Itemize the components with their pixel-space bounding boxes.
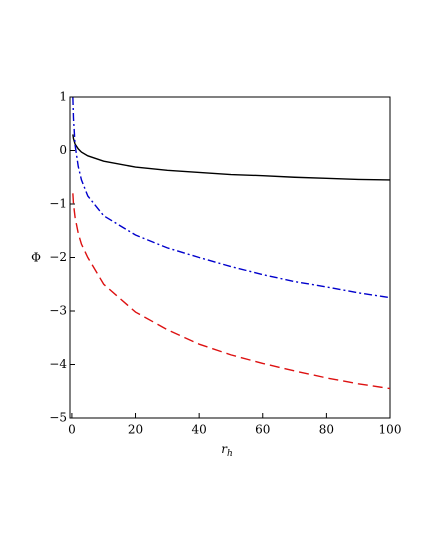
series-line [72, 97, 390, 299]
plot-frame [69, 96, 391, 419]
series-line [72, 193, 390, 390]
x-label-sub: h [227, 449, 233, 459]
series-line [72, 134, 390, 181]
y-tick-label: −3 [49, 304, 67, 318]
y-tick-label: −1 [49, 197, 67, 211]
x-label-main: r [221, 442, 228, 456]
y-tick-label: −4 [49, 357, 67, 371]
x-tick-label: 80 [319, 423, 334, 437]
lines [72, 97, 390, 390]
y-tick-label: 0 [59, 143, 67, 157]
x-tick-label: 60 [255, 423, 270, 437]
y-tick-label: −2 [49, 250, 67, 264]
x-tick-label: 20 [128, 423, 143, 437]
x-tick-label: 100 [379, 423, 402, 437]
x-axis-label: rh [221, 442, 233, 459]
y-tick-label: −5 [49, 411, 67, 425]
y-axis-label: Φ [31, 251, 41, 265]
x-tick-label: 40 [192, 423, 207, 437]
y-tick-label: 1 [59, 90, 67, 104]
x-tick-label: 0 [68, 423, 76, 437]
